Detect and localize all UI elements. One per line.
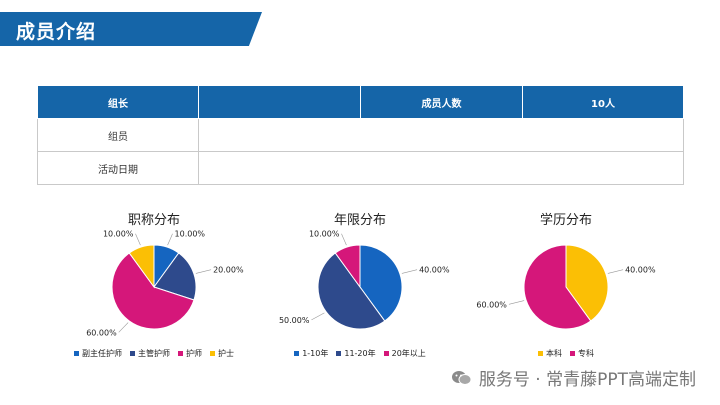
- data-label-2: 10.00%: [309, 230, 340, 239]
- title-banner: 成员介绍: [0, 12, 262, 46]
- watermark: 服务号 · 常青藤PPT高端定制: [451, 365, 696, 390]
- pie-slice-2: [111, 252, 195, 330]
- education-distribution-chart: 学历分布 40.00% 60.00% 本科 专科: [466, 205, 666, 365]
- legend-label: 副主任护师: [82, 349, 122, 358]
- legend-label: 1-10年: [302, 349, 329, 358]
- pie-svg: 40.00% 60.00%: [476, 244, 656, 330]
- legend-swatch: [130, 351, 135, 356]
- members-label-cell: 组员: [37, 118, 199, 152]
- pie-slice-3: [128, 244, 155, 289]
- pie-svg: 10.00% 20.00% 60.00% 10.00%: [86, 230, 244, 338]
- table-row: 活动日期: [37, 151, 684, 185]
- legend-label: 护师: [186, 349, 202, 358]
- legend-item: 本科: [538, 348, 562, 359]
- data-label-1: 50.00%: [279, 316, 310, 325]
- chart-legend: 本科 专科: [466, 348, 666, 359]
- member-table: 组长 成员人数 10人 组员 活动日期: [37, 85, 684, 185]
- leader-label-cell: 组长: [37, 85, 199, 119]
- members-value-cell: [198, 118, 684, 152]
- legend-label: 主管护师: [138, 349, 170, 358]
- legend-item: 护师: [178, 348, 202, 359]
- legend-item: 护士: [210, 348, 234, 359]
- chart-title: 年限分布: [333, 213, 386, 228]
- leader-line-1: [508, 300, 525, 305]
- chart-legend: 副主任护师 主管护师 护师 护士: [54, 348, 254, 359]
- chart-legend: 1-10年 11-20年 20年以上: [260, 348, 460, 359]
- legend-swatch: [383, 351, 389, 356]
- leader-value-cell: [198, 85, 361, 119]
- leader-line-3: [135, 233, 141, 246]
- pie-slice-1: [523, 244, 592, 330]
- legend-label: 11-20年: [344, 349, 376, 358]
- chart-title: 职称分布: [127, 213, 180, 228]
- pie-slice-1: [317, 252, 386, 330]
- leader-line-1: [311, 312, 325, 321]
- legend-label: 护士: [218, 349, 234, 358]
- data-label-0: 40.00%: [419, 266, 450, 275]
- data-label-3: 10.00%: [103, 230, 134, 239]
- watermark-text: 服务号 · 常青藤PPT高端定制: [478, 370, 696, 390]
- table-row: 组长 成员人数 10人: [37, 85, 684, 119]
- title-distribution-chart: 职称分布 10.00% 20.00% 60.00% 10.00% 副主任护师 主管护师 护…: [54, 205, 254, 365]
- pie-slice-2: [334, 244, 361, 289]
- tenure-distribution-chart: 年限分布 40.00% 50.00% 10.00% 1-10年 11-20年 20年以上: [260, 205, 460, 365]
- legend-label: 本科: [546, 349, 562, 358]
- chart-title: 学历分布: [539, 213, 592, 228]
- leader-line-2: [118, 322, 129, 333]
- legend-swatch: [336, 351, 342, 356]
- legend-item: 主管护师: [130, 348, 170, 359]
- pie-slice-0: [359, 244, 403, 322]
- legend-item: 副主任护师: [74, 348, 122, 359]
- legend-label: 专科: [578, 349, 594, 358]
- legend-item: 20年以上: [383, 348, 426, 359]
- legend-swatch: [210, 351, 215, 356]
- member-count-label-cell: 成员人数: [360, 85, 523, 119]
- member-count-value-cell: 10人: [522, 85, 684, 119]
- legend-item: 11-20年: [336, 348, 376, 359]
- data-label-1: 20.00%: [213, 266, 244, 275]
- wechat-icon: [451, 370, 473, 386]
- legend-swatch: [538, 351, 543, 356]
- legend-label: 20年以上: [391, 349, 426, 358]
- table-row: 组员: [37, 118, 684, 152]
- pie-slice-0: [565, 244, 609, 322]
- page-title: 成员介绍: [16, 21, 97, 43]
- legend-swatch: [74, 351, 79, 356]
- leader-line-0: [401, 269, 418, 274]
- activity-date-label-cell: 活动日期: [37, 151, 199, 185]
- pie-svg: 40.00% 50.00% 10.00%: [279, 230, 450, 330]
- legend-swatch: [294, 351, 300, 356]
- leader-line-1: [195, 269, 212, 274]
- legend-item: 1-10年: [294, 348, 328, 359]
- leader-line-2: [341, 233, 347, 246]
- legend-swatch: [178, 351, 183, 356]
- leader-line-0: [607, 269, 624, 274]
- activity-date-value-cell: [198, 151, 684, 185]
- data-label-0: 10.00%: [175, 230, 206, 239]
- legend-swatch: [570, 351, 575, 356]
- data-label-0: 40.00%: [625, 266, 656, 275]
- leader-line-0: [167, 233, 173, 246]
- legend-item: 专科: [570, 348, 594, 359]
- data-label-1: 60.00%: [476, 300, 507, 309]
- pie-slice-1: [153, 252, 197, 301]
- data-label-2: 60.00%: [86, 328, 117, 337]
